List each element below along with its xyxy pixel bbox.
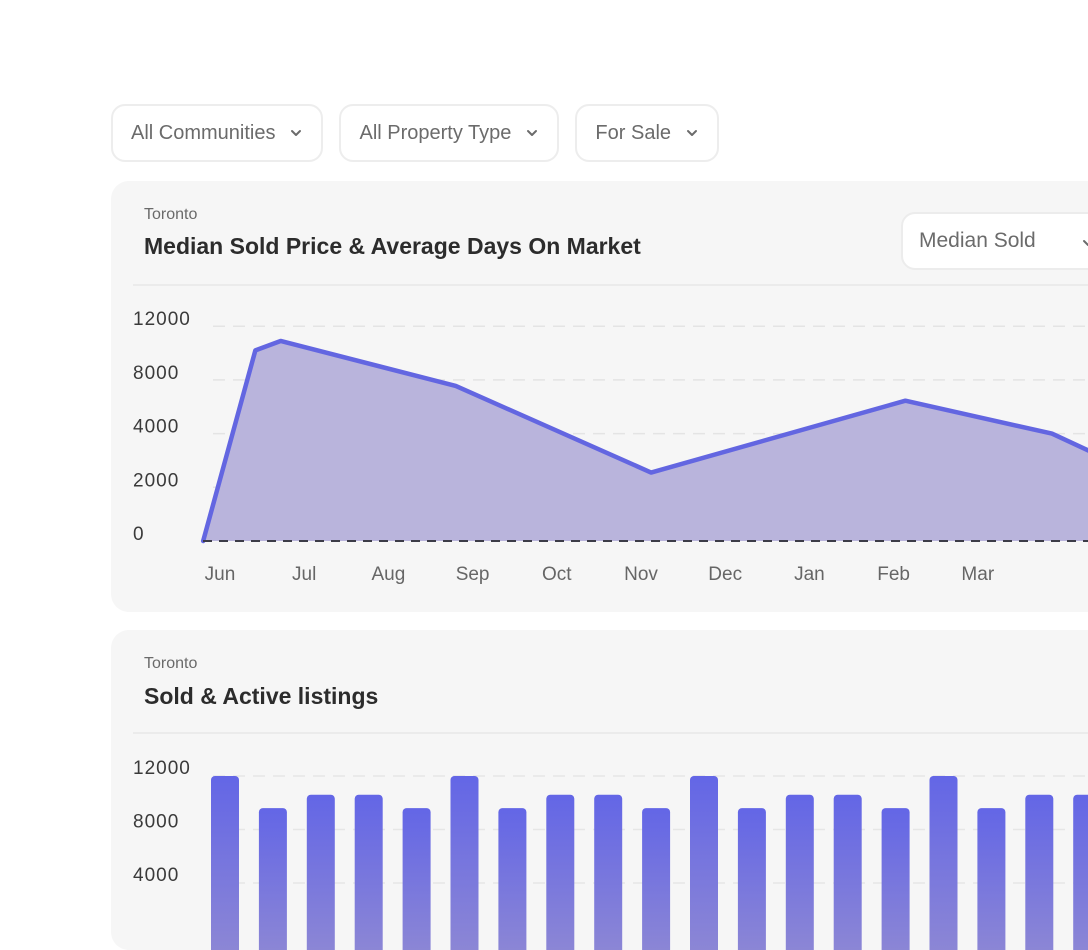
x-tick-label: Jan xyxy=(794,564,825,585)
community-filter-label: All Communities xyxy=(131,122,275,145)
property-type-filter-label: All Property Type xyxy=(359,122,511,145)
x-tick-label: Jun xyxy=(205,564,236,585)
x-tick-label: Jul xyxy=(292,564,316,585)
bar xyxy=(1073,795,1088,950)
y-tick-label: 12000 xyxy=(133,758,191,779)
bar xyxy=(546,795,574,950)
bar xyxy=(930,776,958,950)
chevron-down-icon xyxy=(685,126,699,140)
bar xyxy=(498,808,526,950)
y-tick-label: 4000 xyxy=(133,865,179,886)
community-filter[interactable]: All Communities xyxy=(111,104,323,162)
chevron-down-icon xyxy=(525,126,539,140)
y-tick-label: 8000 xyxy=(133,812,179,833)
bar-chart: 4000 8000 12000 xyxy=(111,630,1088,950)
x-tick-label: Dec xyxy=(708,564,742,585)
x-tick-label: Feb xyxy=(877,564,910,585)
chevron-down-icon xyxy=(289,126,303,140)
x-tick-label: Mar xyxy=(961,564,994,585)
price-dom-card: Toronto Median Sold Price & Average Days… xyxy=(111,181,1088,612)
area-chart: 0 2000 4000 8000 12000 Jun Jul Aug Sep Oct Nov Dec J… xyxy=(111,181,1088,612)
bar xyxy=(259,808,287,950)
bar xyxy=(594,795,622,950)
bar xyxy=(307,795,335,950)
x-tick-label: Nov xyxy=(624,564,658,585)
x-tick-label: Sep xyxy=(456,564,490,585)
bar xyxy=(786,795,814,950)
bar xyxy=(403,808,431,950)
bar xyxy=(977,808,1005,950)
x-tick-label: Aug xyxy=(371,564,405,585)
filter-bar: All Communities All Property Type For Sa… xyxy=(111,104,719,162)
bar xyxy=(834,795,862,950)
y-tick-label: 4000 xyxy=(133,417,179,438)
y-tick-label: 12000 xyxy=(133,309,191,330)
x-tick-label: Oct xyxy=(542,564,572,585)
listing-status-filter-label: For Sale xyxy=(595,122,671,145)
listing-status-filter[interactable]: For Sale xyxy=(575,104,719,162)
property-type-filter[interactable]: All Property Type xyxy=(339,104,559,162)
bar xyxy=(642,808,670,950)
bar xyxy=(355,795,383,950)
bar xyxy=(451,776,479,950)
y-tick-label: 2000 xyxy=(133,470,179,491)
bar xyxy=(1025,795,1053,950)
bar xyxy=(882,808,910,950)
area-fill xyxy=(203,341,1088,541)
y-tick-label: 0 xyxy=(133,524,145,545)
y-tick-label: 8000 xyxy=(133,363,179,384)
bar xyxy=(690,776,718,950)
bar xyxy=(211,776,239,950)
bar xyxy=(738,808,766,950)
